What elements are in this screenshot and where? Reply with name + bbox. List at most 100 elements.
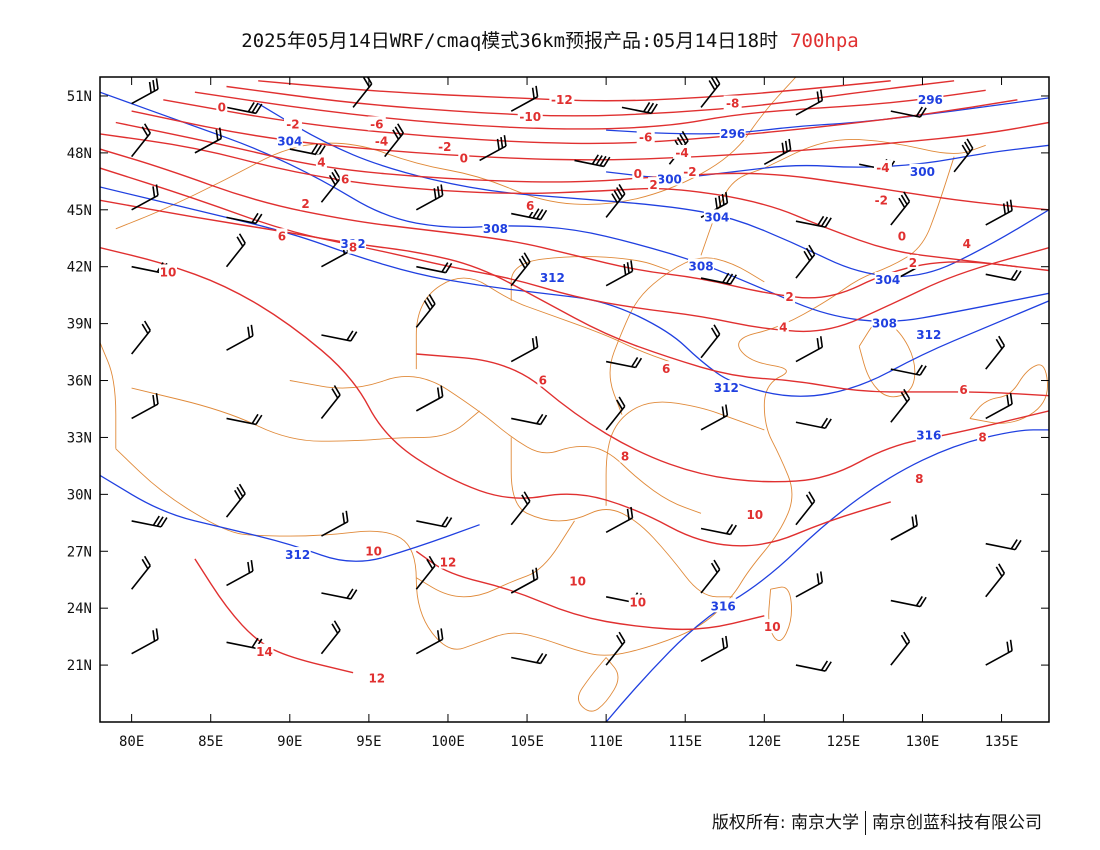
temperature-contour-label: 8 — [621, 449, 629, 463]
boundary-line — [969, 364, 1048, 424]
wind-barb — [320, 620, 341, 655]
wind-barb — [890, 514, 918, 541]
copyright-left: 版权所有: 南京大学 — [711, 813, 859, 833]
height-contour-label: 308 — [689, 260, 714, 274]
temperature-label-bg — [339, 171, 351, 186]
wind-barb — [605, 631, 626, 666]
wind-barb — [131, 78, 159, 105]
temperature-contour-label: 2 — [649, 178, 657, 192]
temperature-contour-label: 8 — [915, 472, 923, 486]
temperature-label-bg — [873, 160, 892, 175]
temperature-label-bg — [961, 235, 973, 250]
temperature-label-bg — [435, 139, 454, 154]
temperature-label-bg — [315, 154, 327, 169]
temperature-label-bg — [438, 554, 457, 569]
wind-barb — [131, 515, 168, 528]
temperature-label-bg — [364, 543, 383, 558]
height-label-bg — [656, 171, 683, 186]
temperature-contour--6 — [163, 99, 1018, 145]
wind-barb — [131, 123, 151, 158]
height-label-bg — [719, 125, 746, 140]
wind-barb — [953, 138, 974, 173]
lat-tick-label: 24N — [67, 601, 92, 617]
wind-barb — [479, 135, 507, 162]
contour-labels-layer: 296 296 300 300 304 304 304 308 308 308 312 312 312 3… — [159, 91, 989, 685]
height-contour-label: 312 — [285, 548, 310, 562]
boundary-line — [605, 401, 765, 506]
temperature-contour-label: -4 — [375, 135, 388, 149]
wind-barb — [605, 260, 634, 287]
wind-barb — [700, 523, 737, 536]
height-contour-312 — [100, 474, 480, 562]
temperature-label-bg — [872, 192, 891, 207]
wind-barb — [574, 154, 611, 168]
temperature-contour-label: 10 — [746, 508, 763, 522]
wind-barb — [415, 385, 444, 412]
wind-barb — [415, 294, 436, 328]
temperature-label-bg — [648, 177, 660, 192]
temperature-contour-label: -8 — [726, 97, 739, 111]
temperature-contour-label: -2 — [683, 165, 696, 179]
height-contour-308 — [100, 91, 1049, 322]
height-label-bg — [710, 598, 737, 613]
longitude-axis: 80E 85E 90E 95E 100E 105E 110E 115E 120E 125E 130E… — [119, 77, 1018, 750]
wind-barb — [131, 184, 159, 211]
wind-barb — [320, 385, 341, 419]
height-contour-label: 304 — [277, 135, 302, 149]
wind-barb — [510, 85, 539, 112]
temperature-contour-label: 8 — [978, 430, 986, 444]
temperature-contour-label: 2 — [785, 290, 793, 304]
height-contour-label: 300 — [657, 172, 682, 186]
temperature-contour-label: 6 — [278, 229, 286, 243]
temperature-contour-label: -2 — [875, 193, 888, 207]
wind-barb — [511, 413, 548, 426]
lon-tick-label: 90E — [277, 734, 302, 750]
map-title: 2025年05月14日WRF/cmaq模式36km预报产品:05月14日18时 7… — [0, 26, 1100, 53]
wind-barb — [511, 652, 548, 665]
height-contour-label: 296 — [918, 93, 943, 107]
wind-barb — [795, 89, 824, 116]
height-label-bg — [871, 315, 898, 330]
wind-barb — [890, 106, 927, 118]
wind-barb — [415, 184, 444, 211]
wind-barb — [226, 560, 254, 587]
height-label-bg — [713, 380, 740, 395]
copyright-footer: 版权所有: 南京大学 南京创蓝科技有限公司 — [712, 808, 1042, 835]
wind-barb — [226, 413, 263, 426]
temperature-label-bg — [680, 163, 699, 178]
lat-tick-label: 30N — [67, 487, 92, 503]
temperature-contour-label: 2 — [301, 197, 309, 211]
temperature-contour-label: 2 — [909, 256, 917, 270]
temperature-contour-0 — [100, 133, 1018, 268]
temperature-label-bg — [632, 165, 644, 180]
height-contour-label: 312 — [540, 271, 565, 285]
wind-barb — [226, 324, 254, 351]
temperature-label-bg — [660, 361, 672, 376]
footer-divider — [865, 811, 866, 835]
height-label-bg — [915, 327, 942, 341]
boundary-line — [609, 257, 765, 415]
boundary-line — [131, 387, 480, 442]
wind-barb — [985, 639, 1013, 666]
boundary-line — [416, 520, 575, 598]
lon-tick-label: 95E — [356, 734, 381, 750]
height-label-bg — [539, 270, 566, 285]
temperature-label-bg — [458, 150, 470, 165]
temperature-contour-14 — [194, 558, 354, 674]
wind-barb — [320, 168, 341, 203]
height-label-bg — [917, 91, 944, 106]
height-contour-label: 316 — [916, 429, 941, 443]
height-contour-label: 296 — [720, 127, 745, 141]
wind-barb — [415, 555, 436, 590]
wind-barb — [700, 77, 721, 108]
wind-barb — [510, 567, 539, 594]
temperature-label-bg — [517, 108, 543, 123]
wind-barb — [795, 660, 832, 672]
height-label-bg — [915, 427, 942, 442]
temperature-contour-label: 6 — [526, 199, 534, 213]
height-contour-label: 308 — [483, 222, 508, 236]
wind-barb — [605, 506, 634, 533]
temperature-label-bg — [958, 382, 970, 397]
wind-barb — [621, 102, 658, 115]
temperature-contour--8 — [194, 89, 986, 130]
